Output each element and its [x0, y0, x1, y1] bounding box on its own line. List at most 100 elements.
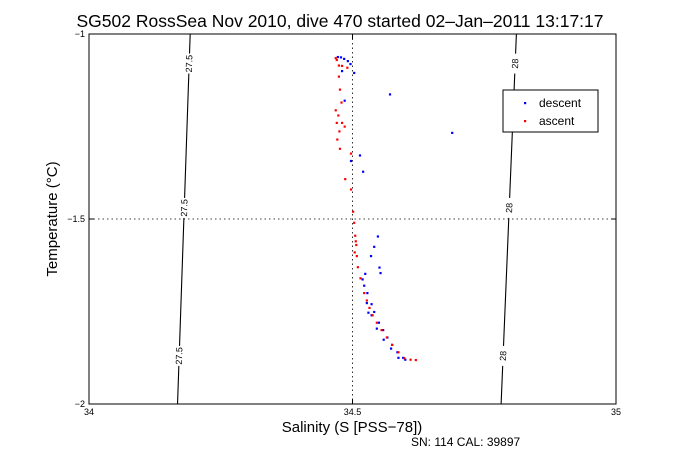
ascent-point	[353, 251, 356, 254]
ascent-point	[338, 130, 341, 133]
ascent-point	[391, 343, 394, 346]
legend-box	[502, 89, 599, 133]
descent-point	[373, 310, 376, 314]
descent-point	[367, 311, 370, 314]
ascent-point	[336, 138, 339, 141]
ascent-point	[352, 210, 355, 213]
descent-point	[382, 329, 385, 332]
descent-point	[379, 272, 382, 275]
ascent-point	[356, 266, 359, 269]
ascent-point	[335, 58, 338, 62]
contour-label-bg	[173, 345, 185, 367]
ascent-point	[335, 121, 338, 124]
ascent-point	[344, 178, 347, 181]
ascent-point	[365, 299, 368, 302]
ascent-point	[334, 109, 337, 112]
y-tick-label: −2	[75, 399, 85, 409]
contour-label-text: 28	[498, 351, 508, 361]
contour-label-text: 27.5	[179, 199, 190, 217]
legend-marker-descent	[524, 102, 527, 105]
density-contour-label: 27.5	[183, 53, 195, 74]
descent-point	[404, 358, 407, 361]
ascent-point	[337, 64, 340, 67]
legend-label-ascent: ascent	[539, 114, 575, 128]
ascent-point	[380, 329, 383, 332]
descent-point	[389, 347, 393, 350]
ascent-point	[414, 358, 417, 362]
ascent-point	[368, 306, 371, 309]
density-contour-label: 28	[503, 197, 515, 219]
ascent-point	[363, 292, 366, 295]
contour-label-bg	[183, 53, 195, 74]
descent-point	[339, 56, 343, 59]
descent-point	[388, 93, 392, 96]
descent-point	[361, 278, 364, 281]
descent-point	[369, 255, 373, 258]
ascent-point	[346, 66, 349, 69]
descent-point	[451, 131, 454, 134]
ascent-point	[343, 125, 346, 128]
contour-label-bg	[178, 197, 190, 219]
ascent-point	[385, 336, 388, 339]
ascent-point	[340, 101, 343, 104]
density-contour-label: 27.5	[178, 197, 190, 219]
grid-lines	[89, 34, 616, 404]
contour-label-bg	[503, 197, 515, 219]
y-axis-label: Temperature (°C)	[44, 161, 61, 276]
descent-point	[377, 321, 381, 324]
density-contour-line	[176, 33, 191, 405]
legend: descent ascent	[502, 89, 599, 133]
descent-point	[353, 71, 356, 75]
descent-point	[336, 55, 339, 59]
ascent-point	[337, 114, 340, 117]
ascent-point	[403, 357, 406, 360]
ascent-point	[359, 277, 362, 280]
legend-label-descent: descent	[539, 96, 582, 110]
descent-point	[340, 70, 344, 73]
x-tick-label: 35	[611, 407, 621, 417]
axis-ticks: 34 34.5 35 −2 −1.5 −1	[67, 29, 621, 417]
descent-point	[364, 272, 367, 275]
descent-point	[349, 62, 352, 66]
ascent-point	[355, 243, 358, 247]
ascent-point	[337, 75, 340, 78]
descent-point	[366, 292, 369, 295]
ascent-point	[349, 188, 353, 191]
contour-label-text: 28	[510, 58, 520, 68]
x-tick-label: 34.5	[344, 407, 362, 417]
x-axis-label: Salinity (S [PSS−78])	[282, 419, 422, 436]
ascent-point	[354, 234, 357, 237]
descent-point	[382, 338, 385, 341]
descent-point	[397, 356, 400, 359]
descent-point	[375, 327, 378, 330]
descent-point	[376, 235, 379, 238]
descent-point	[343, 57, 346, 60]
contour-label-text: 27.5	[184, 55, 195, 73]
ascent-point	[375, 321, 378, 324]
density-contour-label: 27.5	[173, 345, 185, 367]
ascent-point	[409, 358, 412, 361]
data-points	[334, 55, 454, 362]
descent-point	[370, 303, 373, 306]
descent-point	[343, 99, 346, 102]
descent-point	[373, 245, 376, 248]
descent-point	[358, 154, 362, 157]
ascent-point	[354, 240, 357, 243]
ascent-point	[338, 88, 342, 91]
ascent-point	[397, 351, 400, 354]
descent-point	[362, 170, 365, 173]
contour-label-bg	[509, 53, 521, 74]
descent-point	[346, 60, 349, 63]
ascent-point	[371, 314, 374, 317]
x-tick-label: 34	[84, 407, 94, 417]
chart-title: SG502 RossSea Nov 2010, dive 470 started…	[77, 11, 604, 31]
density-contours: 27.5 27.5 27.5 28 28 28	[173, 33, 521, 405]
y-tick-label: −1.5	[67, 214, 85, 224]
density-contour-label: 28	[497, 345, 509, 367]
ascent-point	[334, 57, 337, 60]
ascent-point	[355, 255, 358, 258]
contour-label-text: 28	[504, 203, 514, 213]
ascent-point	[349, 152, 353, 155]
ascent-point	[340, 121, 344, 124]
